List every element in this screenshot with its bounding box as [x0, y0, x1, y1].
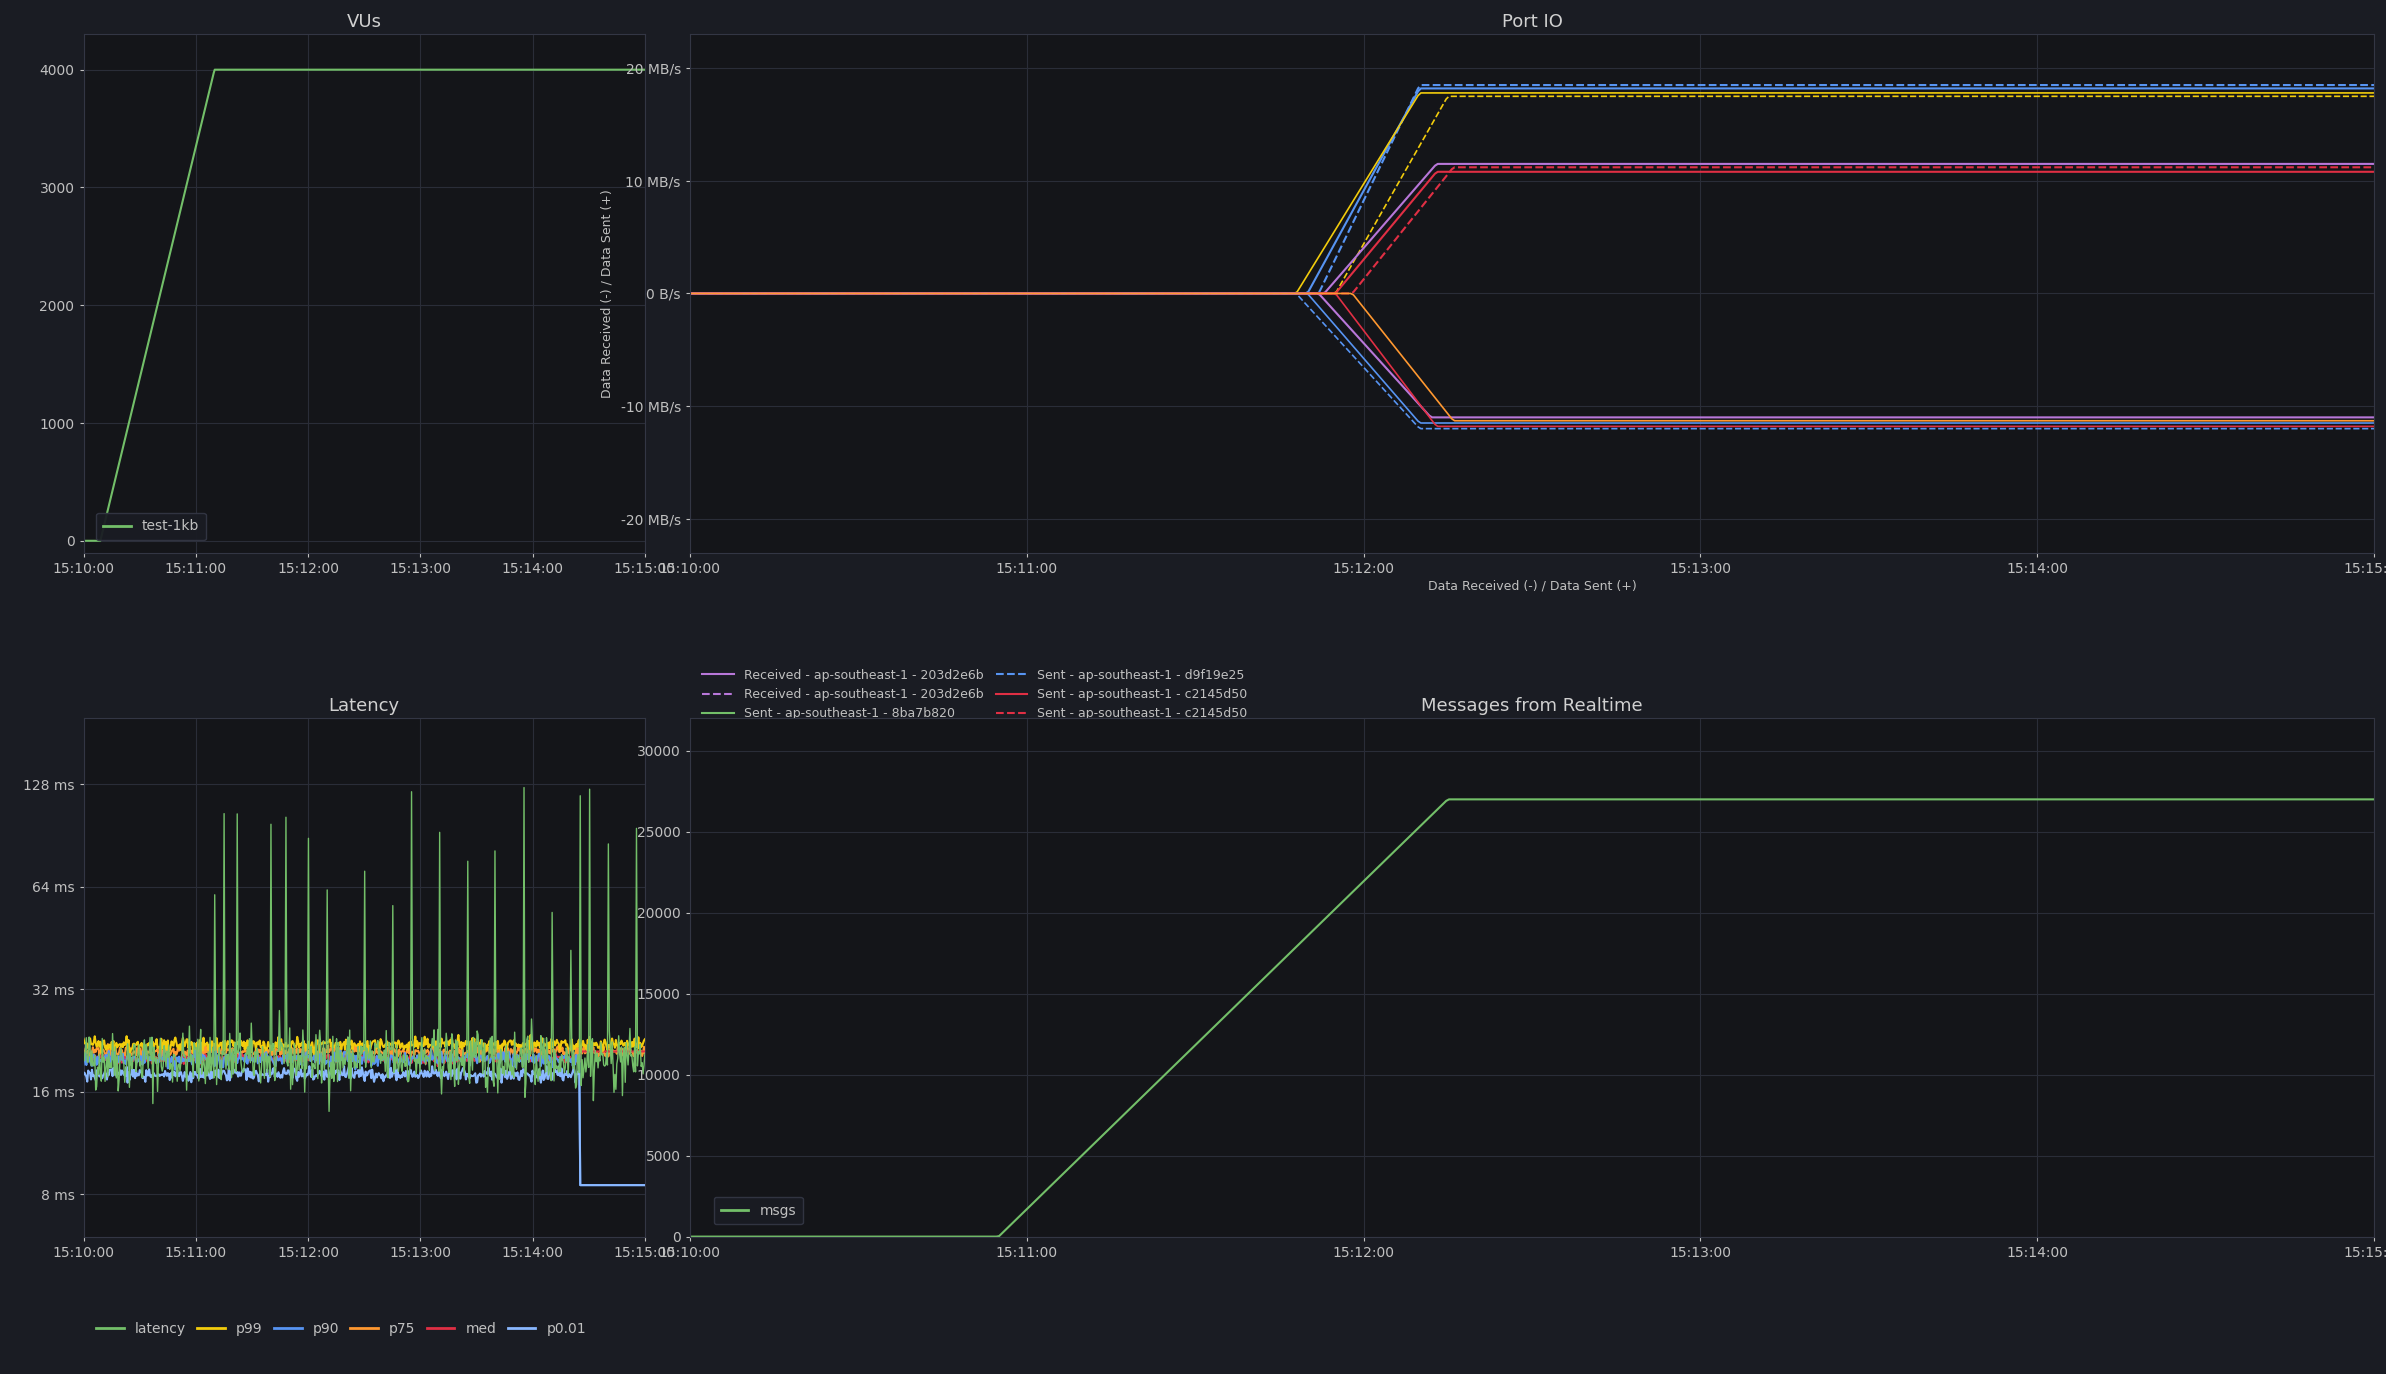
Title: Messages from Realtime: Messages from Realtime — [1422, 698, 1644, 716]
Title: VUs: VUs — [346, 14, 382, 32]
Legend: msgs: msgs — [713, 1197, 804, 1224]
Title: Port IO: Port IO — [1501, 14, 1563, 32]
X-axis label: Data Received (-) / Data Sent (+): Data Received (-) / Data Sent (+) — [1427, 580, 1637, 592]
Title: Latency: Latency — [329, 698, 401, 716]
Legend: Received - ap-southeast-1 - 203d2e6b, Received - ap-southeast-1 - 203d2e6b, Sent: Received - ap-southeast-1 - 203d2e6b, Re… — [697, 662, 1255, 765]
Legend: latency, p99, p90, p75, med, p0.01: latency, p99, p90, p75, med, p0.01 — [91, 1316, 592, 1341]
Y-axis label: Data Received (-) / Data Sent (+): Data Received (-) / Data Sent (+) — [601, 190, 613, 398]
Legend: test-1kb: test-1kb — [95, 513, 205, 540]
